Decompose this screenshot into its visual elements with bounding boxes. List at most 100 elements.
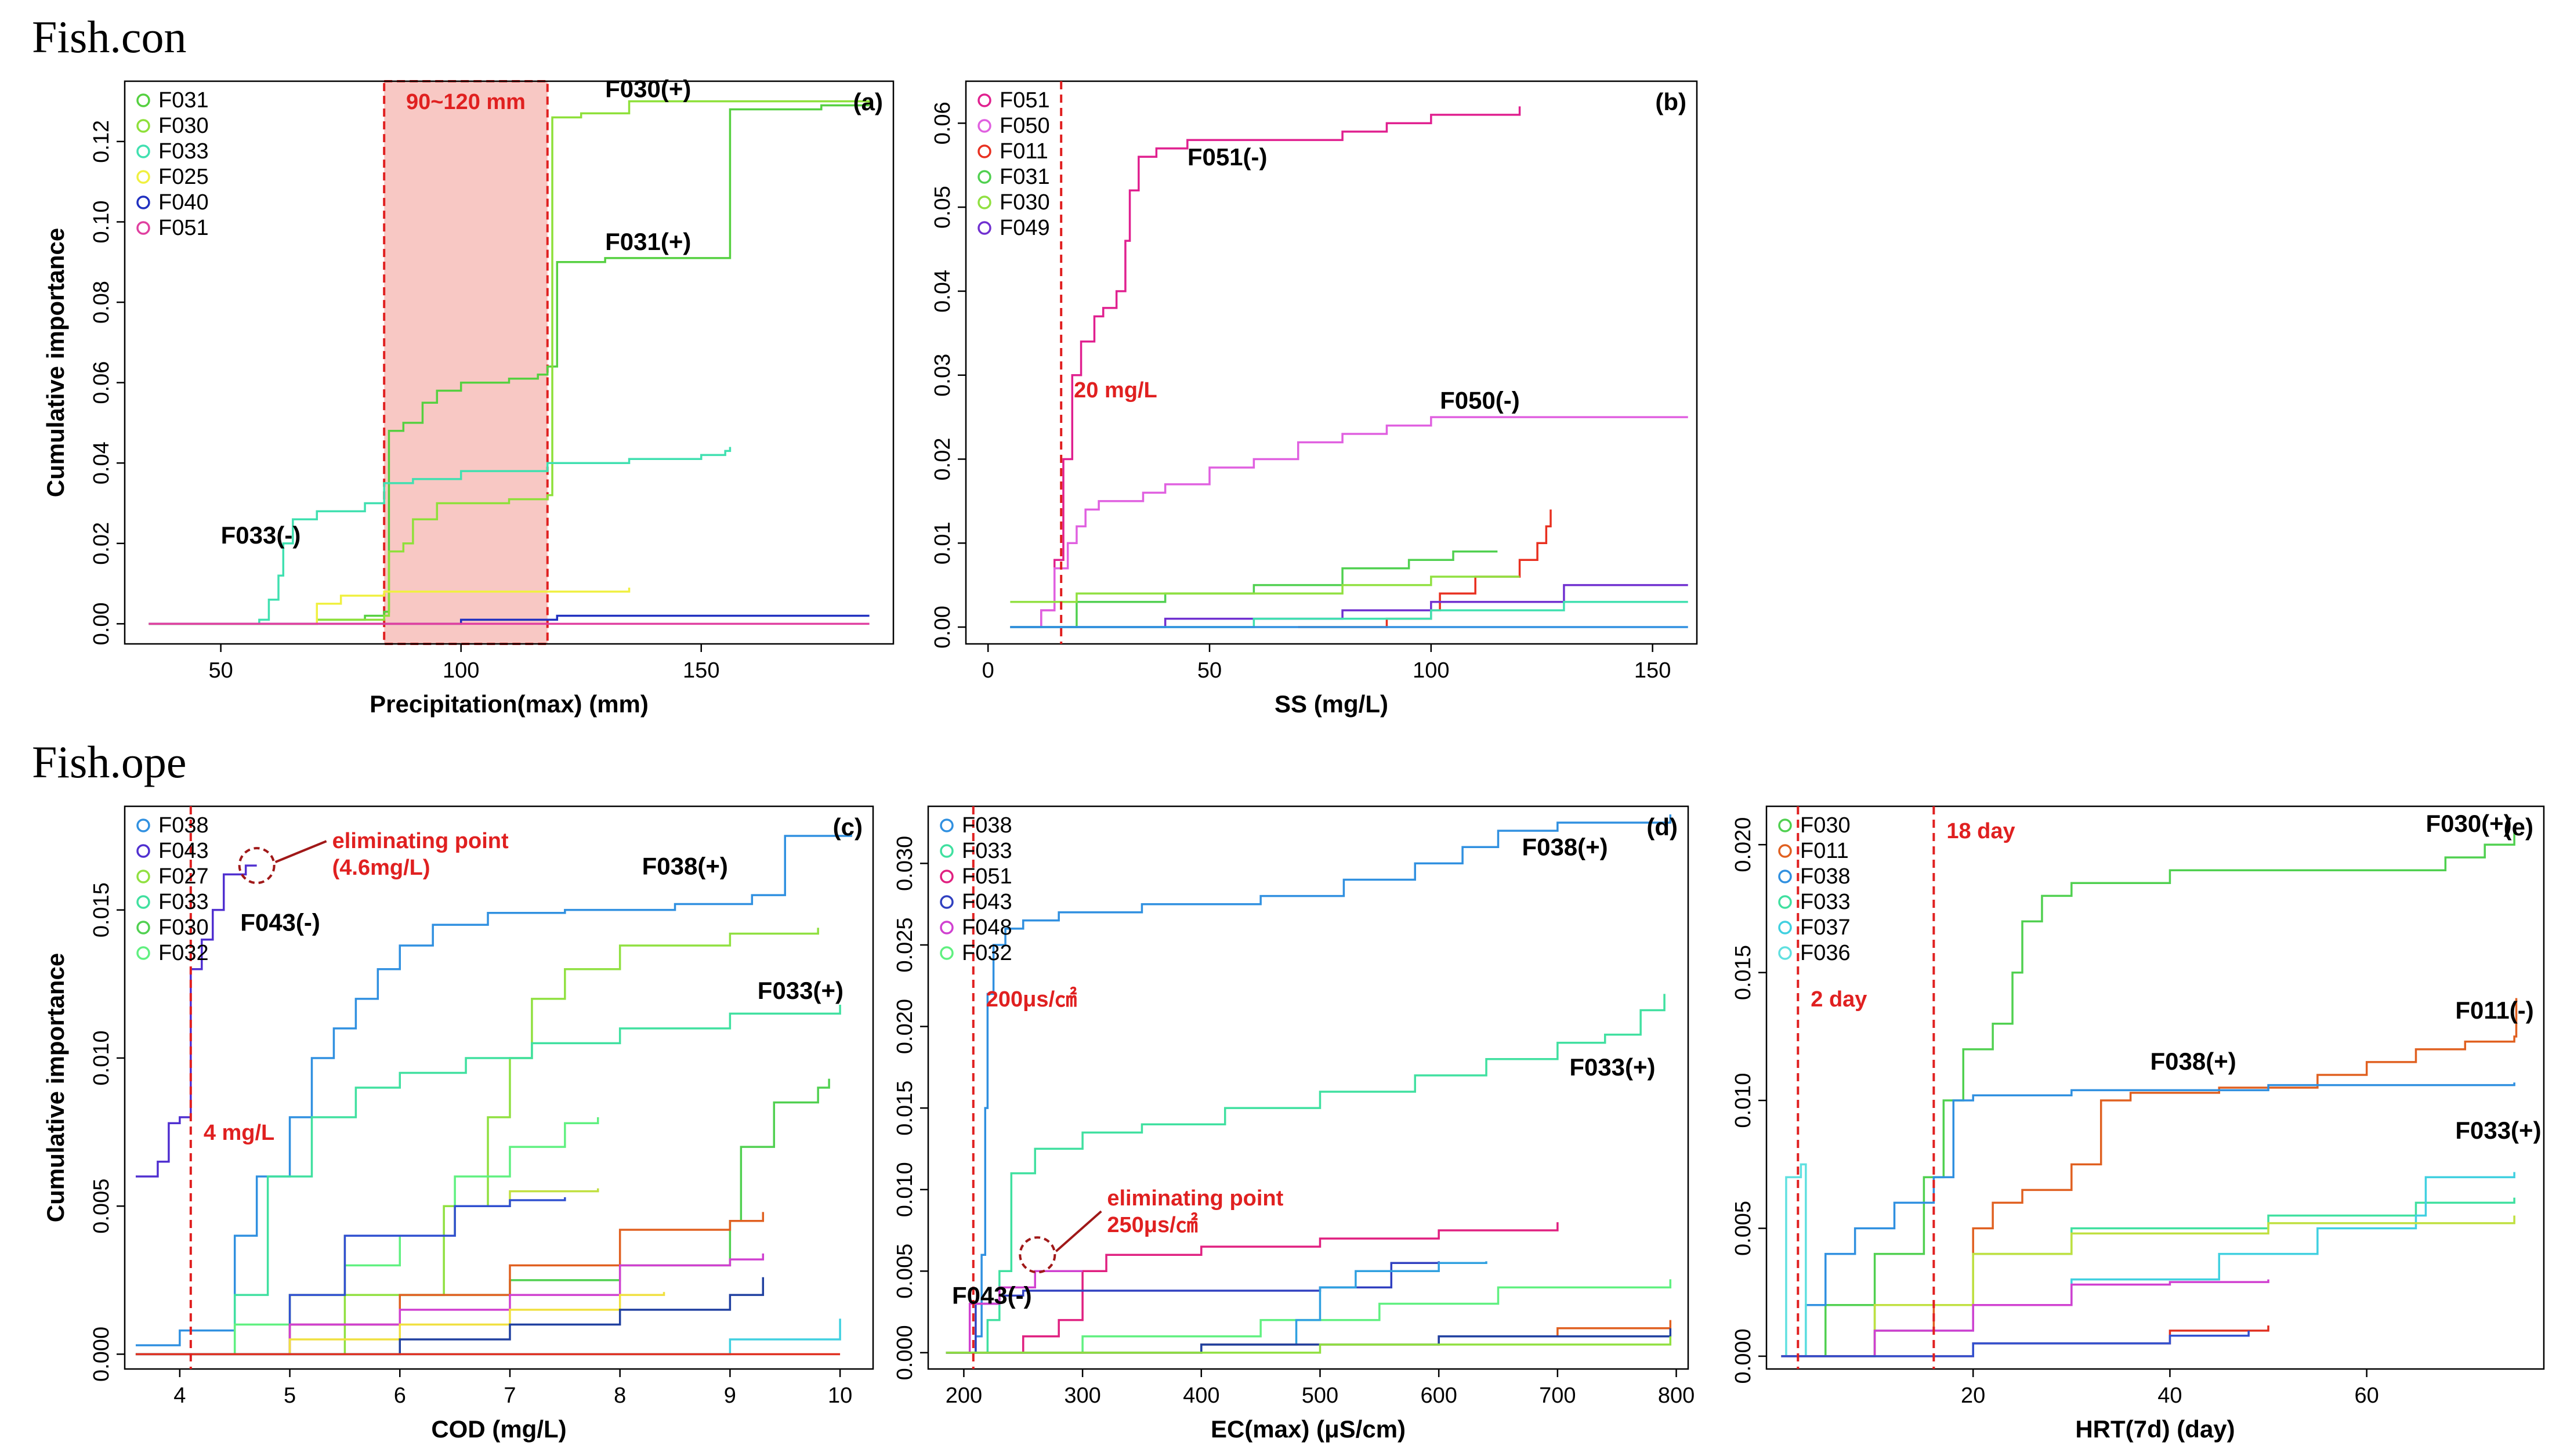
series-line-extra3 [1781,1325,2269,1357]
series-line-f038 [1781,1082,2515,1357]
legend-label: F011 [1000,139,1048,164]
legend-marker [136,170,150,184]
series-line-extra3 [135,1212,765,1356]
plot-frame [927,805,1689,1370]
y-tick-label: 0.000 [893,1325,917,1380]
series-line-extra1 [1781,1215,2515,1357]
y-tick-label: 0.010 [89,1030,114,1085]
y-tick-label: 0.02 [931,438,955,481]
x-tick-label: 200 [946,1383,982,1408]
legend-label: F051 [158,216,209,240]
legend-label: F025 [158,165,209,189]
legend-marker [940,844,954,858]
legend-label: F038 [962,813,1012,838]
series-line-extra [1010,600,1688,628]
y-tick-label: 0.005 [89,1179,114,1234]
x-tick-label: 6 [394,1383,406,1408]
legend-marker [978,119,991,133]
legend-label: F033 [158,139,209,164]
legend-marker [136,144,150,158]
y-tick-label: 0.015 [1731,945,1755,1000]
legend-label: F027 [158,864,209,889]
y-tick-label: 0.12 [89,120,114,163]
legend-marker [136,895,150,909]
y-tick-label: 0.015 [893,1081,917,1136]
legend-marker [940,921,954,935]
legend-marker [1778,921,1792,935]
panel-label: (a) [853,88,883,115]
series-line-f033 [135,1005,841,1356]
threshold-label: 2 day [1811,987,1867,1012]
x-axis-label: Precipitation(max) (mm) [370,690,649,718]
threshold-label: 200μs/㎠ [986,987,1077,1012]
series-annotation: F033(+) [1569,1053,1655,1081]
legend-label: F051 [962,864,1012,889]
y-tick-label: 0.015 [89,882,114,937]
threshold-label: 4 mg/L [204,1121,274,1145]
legend-label: F038 [158,813,209,838]
y-tick-label: 0.010 [893,1162,917,1217]
eliminating-point-arrow [274,840,327,863]
panel-label: (c) [833,813,863,841]
legend-marker [136,93,150,107]
eliminating-point-value: (4.6mg/L) [332,856,430,880]
panel-label: (d) [1646,813,1678,841]
series-line-f051 [946,1222,1559,1354]
x-tick-label: 300 [1064,1383,1100,1408]
legend-marker [978,221,991,235]
panel-c: 4 5 6 7 8 9 10 0.000 0.005 0.010 0.015 COD (mg/L) Cu… [42,805,874,1443]
y-tick-label: 0.06 [931,102,955,144]
series-annotation: F033(-) [221,521,301,549]
highlight-box-label: 90~120 mm [406,90,526,114]
series-line-f043 [135,864,257,1178]
legend-marker [136,195,150,209]
series-line-f050 [1010,416,1688,628]
series-annotation: F051(-) [1188,143,1268,171]
eliminating-point-value: 250μs/㎠ [1107,1212,1197,1237]
plot-frame [124,80,895,645]
legend-marker [136,818,150,832]
series-line-extra4 [135,1253,765,1356]
series-annotation: F043(-) [240,908,320,936]
x-tick-label: 700 [1539,1383,1576,1408]
legend-label: F048 [962,915,1012,940]
y-tick-label: 0.00 [931,606,955,649]
y-tick-label: 0.03 [931,354,955,397]
legend-label: F031 [1000,165,1050,189]
legend-label: F030 [1800,813,1851,838]
eliminating-point-circle [238,847,276,885]
x-axis-label: SS (mg/L) [1275,690,1388,718]
x-tick-label: 20 [1961,1383,1985,1408]
legend-label: F050 [1000,114,1050,138]
series-line-f038 [946,814,1672,1354]
x-tick-label: 50 [208,658,233,683]
series-annotation: F050(-) [1440,387,1520,414]
series-annotation: F043(-) [952,1282,1032,1309]
legend-marker [136,844,150,858]
legend-label: F032 [158,941,209,965]
y-tick-label: 0.05 [931,186,955,229]
legend-marker [940,870,954,883]
legend-label: F043 [962,890,1012,914]
series-annotation: F038(+) [1522,833,1608,860]
y-tick-label: 0.06 [89,361,114,404]
series-line-f031 [1010,550,1498,628]
series-line-f038 [135,832,852,1346]
legend-label: F051 [1000,88,1050,113]
series-line-f051 [1010,106,1521,628]
series-line-extra1 [135,1188,599,1356]
series-line-f030 [1781,832,2515,1357]
y-tick-label: 0.020 [893,999,917,1054]
eliminating-point-label: eliminating point [332,829,509,853]
series-annotation: F033(+) [758,977,843,1004]
x-tick-label: 150 [683,658,719,683]
panel-d: 200 300 400 500 600 700 800 0.000 0.005 0.010 0.01… [893,805,1695,1443]
section-title-fish-ope: Fish.ope [32,737,187,787]
series-line-extra4 [946,1336,1672,1354]
series-annotation: F011(-) [2455,997,2533,1024]
x-tick-label: 8 [614,1383,626,1408]
legend-marker [136,221,150,235]
section-title-fish-con: Fish.con [32,12,187,62]
